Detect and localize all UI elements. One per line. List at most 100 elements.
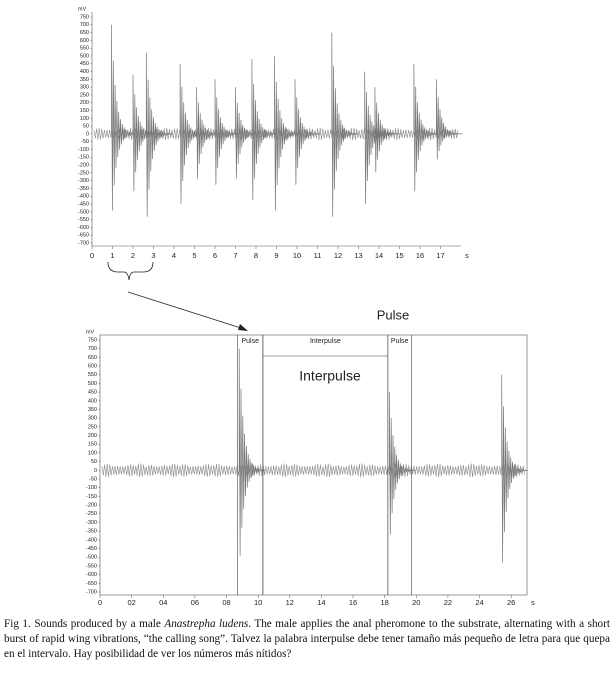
x-tick-label: 9: [274, 251, 278, 260]
y-unit: mV: [78, 6, 87, 12]
y-tick-label: 600: [80, 38, 89, 44]
y-tick-label: 0: [94, 468, 97, 474]
x-tick-label: 17: [436, 251, 444, 260]
y-tick-label: -200: [78, 163, 89, 169]
pulse: [501, 374, 529, 563]
y-tick-label: 500: [80, 53, 89, 59]
x-tick-label: 7: [233, 251, 237, 260]
x-tick-label: 10: [293, 251, 301, 260]
y-tick-label: -450: [86, 546, 97, 552]
y-tick-label: 450: [80, 61, 89, 67]
y-tick-label: -300: [86, 520, 97, 526]
x-tick-label: 13: [354, 251, 362, 260]
x-tick-label: 18: [380, 598, 388, 607]
x-unit: s: [531, 598, 535, 607]
y-tick-label: -250: [78, 170, 89, 176]
y-tick-label: 150: [80, 108, 89, 114]
species: Anastrepha ludens: [164, 618, 249, 630]
y-tick-label: -650: [86, 581, 97, 587]
y-tick-label: 700: [88, 346, 97, 352]
pulse: [238, 348, 266, 556]
y-tick-label: 700: [80, 22, 89, 28]
annotation: Pulse: [377, 307, 410, 322]
x-tick-label: 06: [191, 598, 199, 607]
y-tick-label: 200: [80, 100, 89, 106]
y-tick-label: -550: [86, 563, 97, 569]
caption-text: Fig 1. Sounds produced by a male: [4, 618, 165, 630]
x-tick-label: 16: [416, 251, 424, 260]
background-signal: [101, 463, 525, 478]
brace: [107, 261, 154, 281]
y-tick-label: 50: [91, 459, 97, 465]
x-tick-label: 10: [254, 598, 262, 607]
y-tick-label: -300: [78, 178, 89, 184]
x-tick-label: 1: [110, 251, 114, 260]
arrow: [127, 291, 245, 330]
y-tick-label: -50: [81, 139, 89, 145]
pulse: [436, 79, 463, 160]
x-tick-label: 12: [334, 251, 342, 260]
y-tick-label: 400: [88, 398, 97, 404]
x-tick-label: 26: [507, 598, 515, 607]
y-tick-label: 650: [88, 355, 97, 361]
y-unit: mV: [86, 329, 95, 335]
pulse: [389, 392, 416, 535]
y-tick-label: 150: [88, 442, 97, 448]
x-tick-label: 14: [375, 251, 383, 260]
x-tick-label: 2: [131, 251, 135, 260]
y-tick-label: -400: [78, 194, 89, 200]
x-tick-label: 0: [90, 251, 94, 260]
y-tick-label: 600: [88, 364, 97, 370]
y-tick-label: 650: [80, 30, 89, 36]
x-tick-label: 4: [172, 251, 176, 260]
y-tick-label: -450: [78, 201, 89, 207]
y-tick-label: -200: [86, 503, 97, 509]
y-tick-label: 550: [88, 372, 97, 378]
y-tick-label: 0: [86, 131, 89, 137]
pulse: [251, 59, 279, 201]
y-tick-label: -700: [86, 589, 97, 595]
region-label: Pulse: [391, 338, 409, 345]
pulse: [145, 52, 173, 217]
y-tick-label: -100: [86, 485, 97, 491]
y-tick-label: -400: [86, 537, 97, 543]
y-tick-label: 350: [88, 407, 97, 413]
caption-text: . The male applies the anal pheromone to…: [4, 618, 610, 660]
y-tick-label: -600: [78, 225, 89, 231]
y-tick-label: -350: [78, 186, 89, 192]
y-tick-label: 400: [80, 69, 89, 75]
x-tick-label: 5: [192, 251, 196, 260]
x-tick-label: 20: [412, 598, 420, 607]
region-label: Pulse: [241, 338, 259, 345]
x-tick-label: 12: [286, 598, 294, 607]
y-tick-label: 300: [88, 416, 97, 422]
caption: Fig 1. Sounds produced by a male Anastre…: [4, 617, 610, 662]
y-tick-label: 100: [88, 450, 97, 456]
y-tick-label: 300: [80, 85, 89, 91]
y-tick-label: 450: [88, 390, 97, 396]
x-tick-label: 24: [475, 598, 483, 607]
y-tick-label: 550: [80, 46, 89, 52]
y-tick-label: 200: [88, 433, 97, 439]
x-tick-label: 6: [213, 251, 217, 260]
x-tick-label: 16: [349, 598, 357, 607]
x-tick-label: 08: [222, 598, 230, 607]
y-tick-label: 250: [80, 92, 89, 98]
y-tick-label: 100: [80, 116, 89, 122]
plot-frame: [99, 334, 528, 596]
x-tick-label: 11: [314, 251, 322, 260]
pulse: [294, 79, 322, 185]
annotation: Interpulse: [299, 368, 361, 384]
pulse: [331, 32, 359, 217]
y-tick-label: -500: [78, 209, 89, 215]
x-tick-label: 3: [151, 251, 155, 260]
y-tick-label: -150: [86, 494, 97, 500]
pulse: [374, 87, 402, 173]
y-tick-label: -500: [86, 555, 97, 561]
y-tick-label: 750: [80, 14, 89, 20]
y-tick-label: -700: [78, 240, 89, 246]
x-unit: s: [465, 251, 469, 260]
pulse: [132, 74, 160, 192]
y-tick-label: 350: [80, 77, 89, 83]
